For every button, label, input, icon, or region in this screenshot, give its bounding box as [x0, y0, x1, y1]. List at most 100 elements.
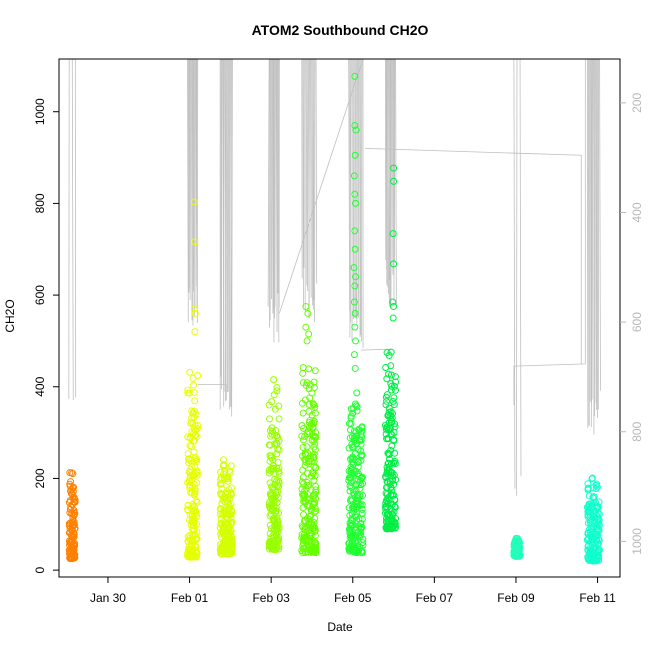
data-point	[302, 303, 310, 311]
data-point	[67, 478, 75, 486]
data-point	[68, 536, 76, 544]
data-point	[381, 503, 389, 511]
data-point	[354, 458, 362, 466]
x-axis-label: Date	[327, 620, 353, 634]
data-point	[312, 488, 320, 496]
data-point	[193, 433, 201, 441]
data-point	[193, 425, 201, 433]
data-point	[189, 502, 197, 510]
data-point	[392, 378, 400, 386]
altitude-line	[71, 58, 74, 401]
data-point	[382, 393, 390, 401]
altitude-line	[516, 58, 518, 496]
data-point	[385, 450, 393, 458]
data-point	[383, 397, 391, 405]
data-point	[70, 550, 78, 558]
data-point	[345, 420, 353, 428]
altitude-line	[271, 58, 274, 314]
data-point	[191, 431, 199, 439]
data-point	[305, 365, 313, 373]
data-point	[389, 298, 397, 306]
data-point	[351, 537, 359, 545]
data-point	[191, 238, 199, 246]
data-point	[269, 465, 277, 473]
data-point	[351, 481, 359, 489]
data-point	[382, 363, 390, 371]
data-points	[65, 72, 603, 565]
data-point	[310, 436, 318, 444]
altitude-line	[225, 58, 228, 398]
data-point	[388, 414, 396, 422]
y-tick-label: 400	[33, 376, 47, 396]
data-point	[351, 323, 359, 331]
chart-title: ATOM2 Southbound CH2O	[252, 22, 429, 38]
data-point	[345, 504, 353, 512]
data-point	[308, 389, 316, 397]
data-point	[299, 473, 307, 481]
data-point	[220, 470, 228, 478]
data-point	[274, 521, 282, 529]
data-point	[190, 491, 198, 499]
data-point	[347, 523, 355, 531]
data-point	[349, 521, 357, 529]
data-point	[186, 456, 194, 464]
data-point	[220, 462, 228, 470]
data-point	[304, 309, 312, 317]
data-point	[592, 485, 600, 493]
data-point	[70, 542, 78, 550]
data-point	[302, 323, 310, 331]
data-point	[382, 525, 390, 533]
data-point	[306, 532, 314, 540]
data-point	[351, 227, 359, 235]
data-point	[304, 482, 312, 490]
data-point	[306, 417, 314, 425]
data-point	[593, 504, 601, 512]
data-point	[305, 401, 313, 409]
data-point	[388, 510, 396, 518]
data-point	[310, 443, 318, 451]
data-point	[357, 440, 365, 448]
data-point	[272, 528, 280, 536]
data-point	[71, 553, 79, 561]
data-point	[350, 172, 358, 180]
data-point	[270, 515, 278, 523]
data-point	[300, 494, 308, 502]
data-point	[218, 485, 226, 493]
data-point	[585, 503, 593, 511]
data-point	[347, 474, 355, 482]
data-point	[66, 509, 74, 517]
data-point	[268, 545, 276, 553]
x-tick-label: Feb 05	[334, 591, 372, 605]
data-point	[390, 177, 398, 185]
altitude-line	[230, 58, 232, 407]
altitude-line	[269, 58, 272, 321]
data-point	[585, 526, 593, 534]
data-point	[66, 505, 74, 513]
data-point	[227, 537, 235, 545]
altitude-line	[308, 58, 310, 318]
altitude-line	[188, 58, 191, 289]
data-point	[311, 471, 319, 479]
data-point	[351, 548, 359, 556]
data-point	[272, 531, 280, 539]
data-point	[68, 485, 76, 493]
data-point	[511, 548, 519, 556]
data-point	[220, 475, 228, 483]
data-point	[351, 190, 359, 198]
data-point	[186, 550, 194, 558]
data-point	[390, 401, 398, 409]
data-point	[190, 448, 198, 456]
altitude-line	[315, 58, 318, 284]
data-point	[266, 512, 274, 520]
data-point	[299, 379, 307, 387]
data-point	[188, 407, 196, 415]
altitude-line	[221, 58, 223, 389]
altitude-transit	[278, 58, 364, 314]
data-point	[271, 405, 279, 413]
data-point	[303, 337, 311, 345]
data-point	[193, 549, 201, 557]
data-point	[188, 489, 196, 497]
data-point	[312, 507, 320, 515]
data-point	[268, 427, 276, 435]
